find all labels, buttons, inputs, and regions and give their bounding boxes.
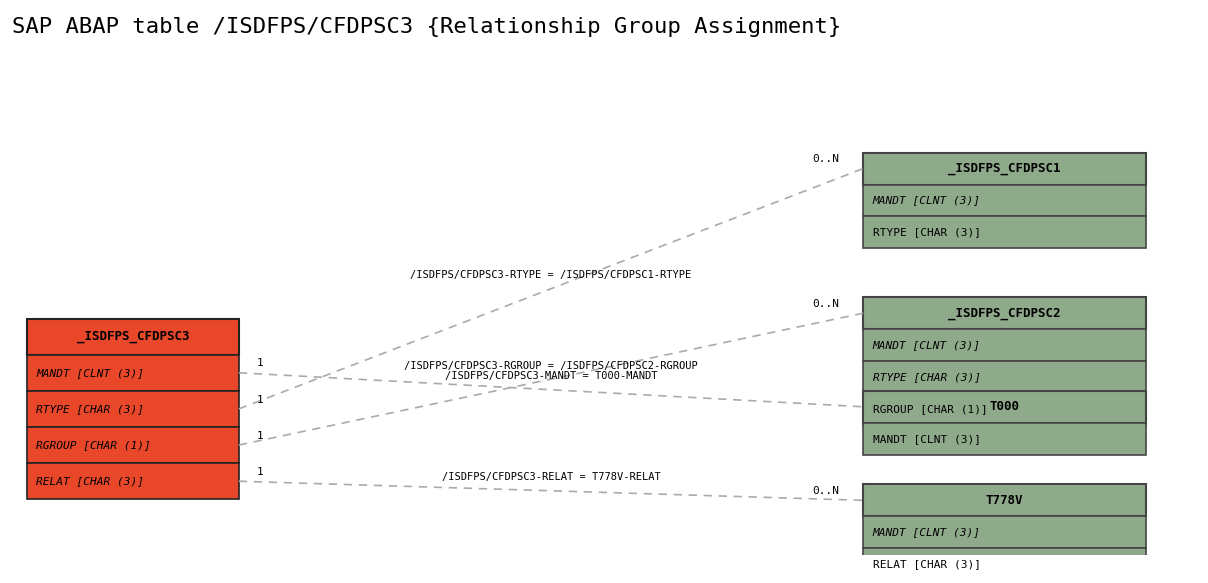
FancyBboxPatch shape	[864, 329, 1146, 361]
Text: /ISDFPS/CFDPSC3-RGROUP = /ISDFPS/CFDPSC2-RGROUP: /ISDFPS/CFDPSC3-RGROUP = /ISDFPS/CFDPSC2…	[405, 361, 698, 371]
Text: _ISDFPS_CFDPSC1: _ISDFPS_CFDPSC1	[948, 162, 1061, 175]
Text: 0..N: 0..N	[813, 299, 840, 309]
Text: SAP ABAP table /ISDFPS/CFDPSC3 {Relationship Group Assignment}: SAP ABAP table /ISDFPS/CFDPSC3 {Relation…	[12, 17, 841, 37]
FancyBboxPatch shape	[27, 391, 239, 427]
FancyBboxPatch shape	[864, 548, 1146, 580]
Text: /ISDFPS/CFDPSC3-MANDT = T000-MANDT: /ISDFPS/CFDPSC3-MANDT = T000-MANDT	[445, 371, 657, 381]
FancyBboxPatch shape	[864, 517, 1146, 548]
FancyBboxPatch shape	[864, 423, 1146, 455]
Text: MANDT [CLNT (3)]: MANDT [CLNT (3)]	[872, 527, 981, 538]
Text: _ISDFPS_CFDPSC3: _ISDFPS_CFDPSC3	[76, 330, 188, 343]
Text: RGROUP [CHAR (1)]: RGROUP [CHAR (1)]	[872, 404, 987, 414]
FancyBboxPatch shape	[864, 393, 1146, 425]
Text: MANDT [CLNT (3)]: MANDT [CLNT (3)]	[872, 340, 981, 350]
FancyBboxPatch shape	[864, 216, 1146, 248]
FancyBboxPatch shape	[864, 484, 1146, 517]
Text: RELAT [CHAR (3)]: RELAT [CHAR (3)]	[36, 476, 144, 486]
FancyBboxPatch shape	[864, 297, 1146, 329]
Text: T000: T000	[989, 401, 1020, 413]
Text: /ISDFPS/CFDPSC3-RELAT = T778V-RELAT: /ISDFPS/CFDPSC3-RELAT = T778V-RELAT	[442, 472, 661, 482]
FancyBboxPatch shape	[864, 361, 1146, 393]
Text: 0..N: 0..N	[813, 154, 840, 164]
FancyBboxPatch shape	[27, 463, 239, 499]
FancyBboxPatch shape	[864, 391, 1146, 423]
Text: RTYPE [CHAR (3)]: RTYPE [CHAR (3)]	[36, 404, 144, 414]
FancyBboxPatch shape	[864, 153, 1146, 184]
Text: RELAT [CHAR (3)]: RELAT [CHAR (3)]	[872, 559, 981, 569]
Text: 1: 1	[256, 467, 263, 477]
Text: 1: 1	[256, 395, 263, 405]
Text: RGROUP [CHAR (1)]: RGROUP [CHAR (1)]	[36, 440, 151, 450]
Text: MANDT [CLNT (3)]: MANDT [CLNT (3)]	[872, 195, 981, 205]
Text: RTYPE [CHAR (3)]: RTYPE [CHAR (3)]	[872, 372, 981, 382]
FancyBboxPatch shape	[27, 427, 239, 463]
Text: 1: 1	[256, 431, 263, 441]
Text: MANDT [CLNT (3)]: MANDT [CLNT (3)]	[872, 434, 981, 444]
Text: RTYPE [CHAR (3)]: RTYPE [CHAR (3)]	[872, 227, 981, 237]
FancyBboxPatch shape	[27, 354, 239, 391]
Text: _ISDFPS_CFDPSC2: _ISDFPS_CFDPSC2	[948, 307, 1061, 319]
Text: T778V: T778V	[986, 494, 1023, 507]
Text: 0..N: 0..N	[813, 486, 840, 496]
FancyBboxPatch shape	[27, 318, 239, 354]
Text: /ISDFPS/CFDPSC3-RTYPE = /ISDFPS/CFDPSC1-RTYPE: /ISDFPS/CFDPSC3-RTYPE = /ISDFPS/CFDPSC1-…	[411, 271, 692, 280]
Text: MANDT [CLNT (3)]: MANDT [CLNT (3)]	[36, 368, 144, 378]
FancyBboxPatch shape	[864, 184, 1146, 216]
Text: 1: 1	[256, 359, 263, 368]
